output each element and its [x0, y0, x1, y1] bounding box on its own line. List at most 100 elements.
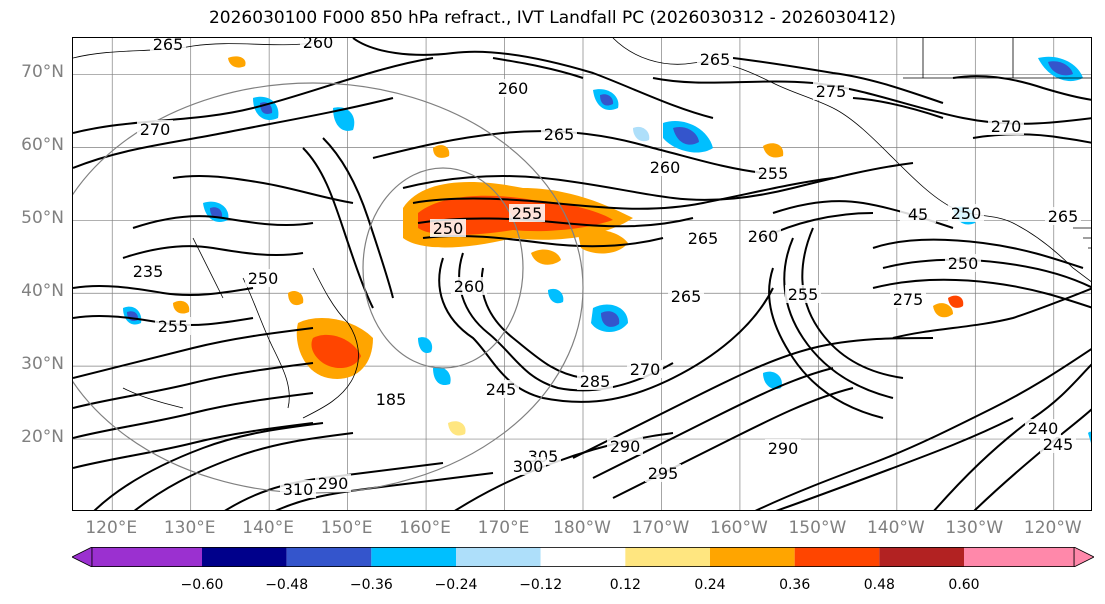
neg-anomaly-region: [548, 288, 564, 304]
colorbar-tick-label: 0.36: [779, 577, 811, 593]
neg-anomaly-core: [1048, 61, 1073, 76]
contour-label-bg: [245, 269, 281, 287]
contour-label-bg: [765, 439, 801, 457]
contour-label-bg: [510, 457, 546, 475]
contour-label-bg: [541, 125, 577, 143]
longitude-label: 140°E: [242, 518, 294, 538]
contour-label-bg: [315, 474, 351, 492]
contour-label: 295: [648, 464, 679, 483]
latitude-label: 70°N: [21, 62, 64, 83]
contour-label: 245: [486, 380, 517, 399]
contour-label-bg: [890, 290, 926, 308]
contour-label: 240: [1028, 419, 1059, 438]
contour-label: 275: [816, 82, 847, 101]
colorbar-segment: [794, 547, 880, 567]
colorbar-segment: [286, 547, 372, 567]
pos-anomaly-region: [578, 229, 628, 254]
neg-anomaly-core: [600, 94, 614, 106]
latitude-label: 50°N: [21, 208, 64, 229]
colorbar-segment: [92, 547, 202, 567]
pos-anomaly-region: [288, 291, 304, 306]
pos-anomaly-region: [433, 145, 450, 158]
contour-label-bg: [1045, 207, 1081, 225]
contour-label: 260: [748, 227, 779, 246]
longitude-label: 120°E: [85, 518, 138, 538]
contour-label: 250: [951, 204, 982, 223]
neg-anomaly-region: [1088, 431, 1091, 443]
contour-label: 45: [908, 205, 928, 224]
contour-label: 250: [433, 219, 464, 238]
contour-label: 250: [248, 269, 279, 288]
contour-label-bg: [451, 277, 487, 295]
contour-label-bg: [430, 219, 466, 237]
contour-label-bg: [137, 120, 173, 138]
pos-anomaly-core: [311, 334, 361, 369]
colorbar-tick-label: 0.24: [694, 577, 726, 593]
colorbar-segment: [710, 547, 795, 567]
contour-label-bg: [988, 117, 1024, 135]
latitude-label: 30°N: [21, 354, 64, 375]
contour-label-bg: [685, 229, 721, 247]
colorbar: [72, 547, 1094, 567]
contour-label-bg: [1040, 435, 1076, 453]
contour-label: 290: [318, 474, 349, 493]
longitude-label: 140°W: [866, 518, 925, 538]
longitude-label: 180°W: [553, 518, 611, 538]
colorbar-extend-low: [72, 547, 93, 567]
neg-anomaly-core: [210, 207, 223, 218]
longitude-label: 170°W: [631, 518, 690, 538]
contour-label-bg: [813, 82, 849, 100]
longitude-label: 150°E: [320, 518, 373, 538]
contour-label-bg: [607, 437, 643, 455]
contour-label: 270: [991, 117, 1022, 136]
contour-label: 265: [1048, 207, 1079, 226]
contour-label: 255: [788, 285, 819, 304]
contour-label: 275: [893, 290, 924, 309]
latitude-label: 40°N: [21, 281, 64, 302]
longitude-label: 160°E: [399, 518, 451, 538]
ivt-contours: [73, 38, 1091, 510]
longitude-label: 170°E: [477, 518, 530, 538]
neg-anomaly-core: [673, 126, 699, 145]
contour-label-bg: [647, 158, 683, 176]
contour-label: 290: [768, 439, 799, 458]
map-title: 2026030100 F000 850 hPa refract., IVT La…: [208, 8, 896, 28]
pos-anomaly-region: [948, 295, 964, 308]
contour-label-bg: [300, 38, 336, 51]
colorbar-tick-label: −0.36: [349, 577, 393, 593]
contour-label-bg: [155, 317, 191, 335]
longitude-label: 130°E: [163, 518, 216, 538]
contour-label-bg: [697, 50, 733, 68]
colorbar-segment: [371, 547, 456, 567]
neg-anomaly-region: [433, 367, 451, 386]
contour-label-bg: [495, 79, 531, 97]
colorbar-segment: [964, 547, 1074, 567]
neg-anomaly-region: [633, 126, 650, 142]
neg-anomaly-region: [333, 107, 355, 131]
contour-label-bg: [745, 227, 781, 245]
colorbar-tick-label: −0.48: [265, 577, 309, 593]
contour-label: 265: [700, 50, 731, 69]
contour-label-bg: [483, 380, 519, 398]
contour-label: 265: [153, 38, 184, 54]
contour-label: 265: [544, 125, 575, 144]
contour-label: 250: [948, 254, 979, 273]
contour-label-bg: [755, 164, 791, 182]
neg-anomaly-region: [763, 371, 782, 390]
pos-anomaly-region: [933, 303, 953, 318]
contour-label: 300: [513, 457, 544, 476]
colorbar-segment: [540, 547, 626, 567]
contour-label: 290: [610, 437, 641, 456]
longitude-label: 160°W: [710, 518, 768, 538]
longitude-label: 130°W: [945, 518, 1004, 538]
neg-anomaly-core: [601, 311, 620, 327]
contour-label-bg: [130, 262, 166, 280]
longitude-label: 120°W: [1023, 518, 1082, 538]
contour-label: 265: [688, 229, 719, 248]
contour-label-bg: [1025, 419, 1061, 437]
contour-label: 255: [758, 164, 789, 183]
contour-label: 245: [1043, 435, 1074, 454]
contour-label-bg: [150, 38, 186, 53]
contour-label-bg: [900, 205, 936, 223]
contour-label-bg: [577, 372, 613, 390]
